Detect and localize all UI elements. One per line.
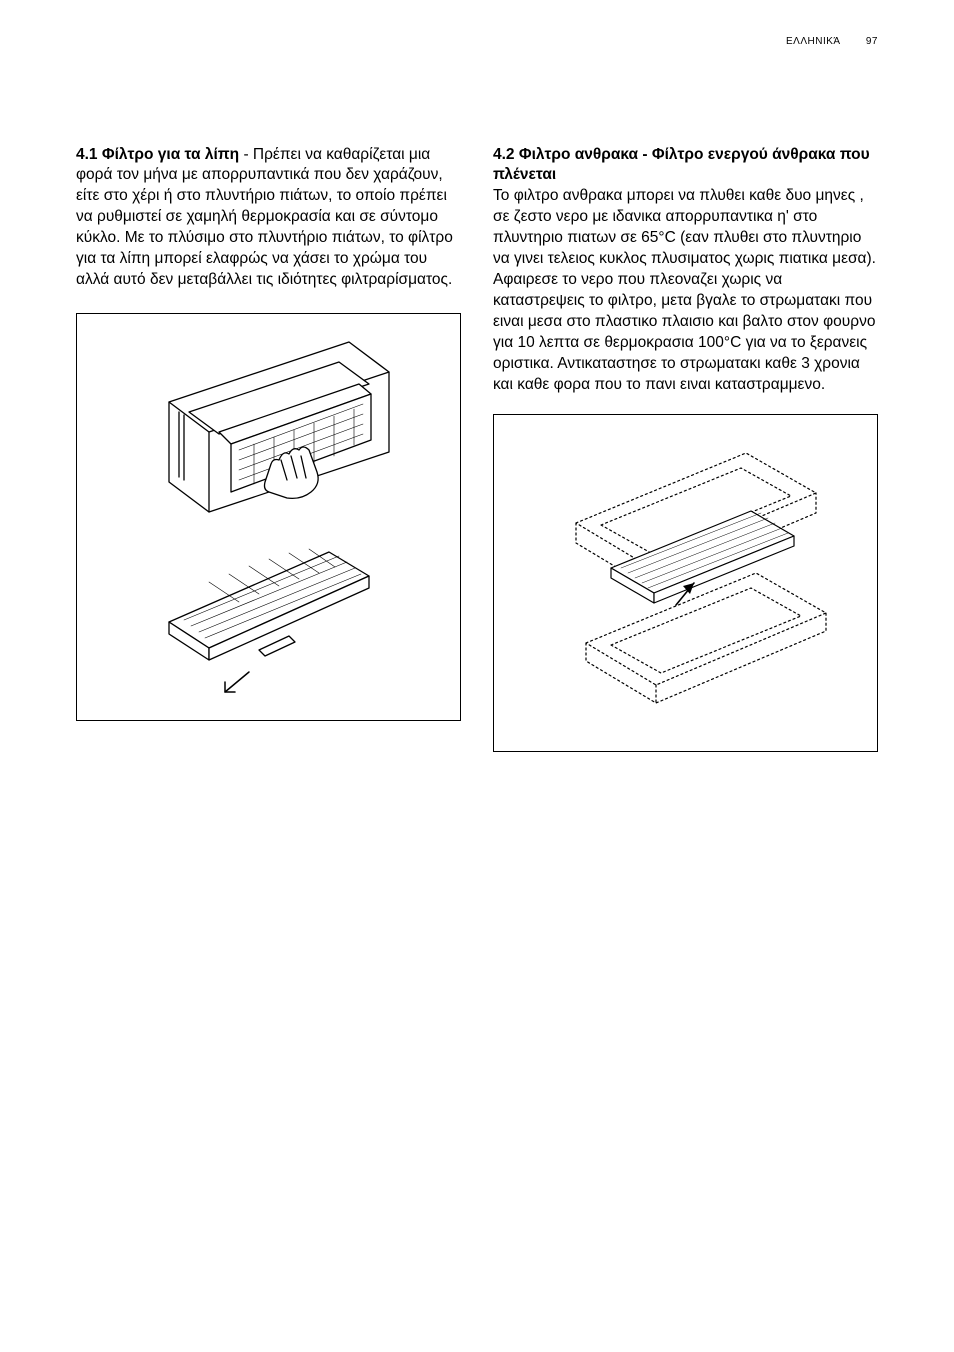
page: ΕΛΛΗΝΙΚΆ 97 4.1 Φίλτρο για τα λίπη - Πρέ… — [0, 0, 954, 812]
header-page-number: 97 — [866, 36, 878, 47]
right-body: Το φιλτρο ανθρακα μπορει να πλυθει καθε … — [493, 187, 876, 392]
left-column: 4.1 Φίλτρο για τα λίπη - Πρέπει να καθαρ… — [76, 129, 461, 752]
left-paragraph: 4.1 Φίλτρο για τα λίπη - Πρέπει να καθαρ… — [76, 145, 461, 291]
content-columns: 4.1 Φίλτρο για τα λίπη - Πρέπει να καθαρ… — [76, 129, 878, 752]
left-figure — [76, 313, 461, 721]
page-header: ΕΛΛΗΝΙΚΆ 97 — [76, 36, 878, 47]
right-heading: 4.2 Φιλτρο ανθρακα - Φίλτρο ενεργού άνθρ… — [493, 146, 870, 184]
filter-panel-icon — [129, 532, 409, 702]
charcoal-filter-assembly-icon — [516, 433, 856, 733]
left-body: - Πρέπει να καθαρίζεται μια φορά τον μήν… — [76, 146, 453, 289]
right-paragraph: 4.2 Φιλτρο ανθρακα - Φίλτρο ενεργού άνθρ… — [493, 145, 878, 396]
left-heading: 4.1 Φίλτρο για τα λίπη — [76, 146, 239, 163]
header-language: ΕΛΛΗΝΙΚΆ — [786, 36, 841, 47]
right-figure — [493, 414, 878, 752]
filter-removal-icon — [119, 332, 419, 522]
right-column: 4.2 Φιλτρο ανθρακα - Φίλτρο ενεργού άνθρ… — [493, 129, 878, 752]
